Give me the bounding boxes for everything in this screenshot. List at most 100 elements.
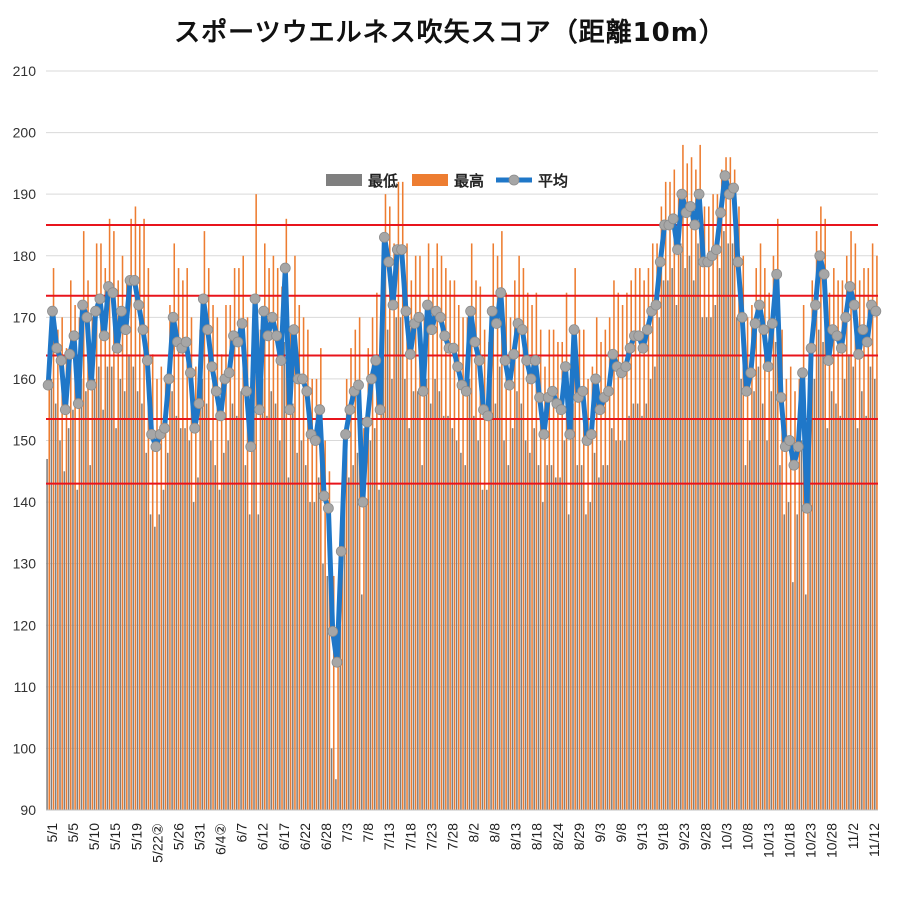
min-bar — [296, 452, 298, 810]
average-point — [116, 305, 127, 317]
min-bar — [473, 415, 475, 810]
max-bar — [268, 268, 270, 811]
max-bar — [311, 378, 313, 810]
max-bar — [470, 243, 473, 810]
average-point — [180, 336, 192, 348]
max-bar — [565, 292, 568, 810]
y-tick-label: 110 — [14, 679, 37, 695]
average-point — [736, 311, 748, 323]
average-point — [775, 391, 787, 403]
average-point — [447, 342, 459, 354]
min-bar — [253, 378, 255, 810]
x-tick-label: 6/28 — [318, 823, 334, 850]
average-point — [271, 330, 283, 342]
average-point — [624, 342, 636, 354]
x-tick-label: 7/8 — [360, 823, 376, 843]
max-bar — [651, 243, 654, 810]
average-point — [486, 305, 498, 317]
average-point — [189, 422, 201, 434]
min-bar — [809, 415, 811, 810]
min-bar — [692, 280, 695, 811]
max-bar — [561, 341, 564, 810]
max-bar — [794, 391, 796, 810]
max-bar — [350, 348, 352, 810]
x-tick-label: 9/13 — [634, 823, 650, 850]
max-bar — [406, 243, 408, 810]
max-bar — [535, 292, 538, 810]
min-bar — [800, 440, 803, 810]
average-point — [128, 274, 140, 286]
average-point — [72, 398, 84, 409]
min-bar — [667, 280, 669, 811]
max-bar — [246, 317, 249, 810]
max-bar — [272, 255, 275, 810]
max-bar — [768, 292, 770, 810]
max-bar — [815, 231, 818, 810]
average-point — [197, 293, 209, 305]
max-bar — [121, 255, 124, 810]
average-point — [728, 182, 739, 194]
max-bar — [397, 181, 400, 811]
max-bar — [673, 169, 676, 811]
average-point — [857, 324, 869, 336]
average-point — [111, 342, 123, 354]
x-tick-label: 5/1 — [44, 823, 60, 843]
min-bar — [248, 514, 251, 810]
min-bar — [723, 231, 725, 810]
min-bar — [348, 477, 350, 810]
min-bar — [705, 317, 708, 810]
average-point — [167, 311, 179, 323]
average-point — [797, 367, 808, 379]
max-bar — [755, 268, 757, 811]
average-point — [275, 355, 287, 366]
max-bar — [143, 218, 145, 811]
x-tick-label: 7/18 — [402, 823, 418, 850]
average-point — [141, 355, 153, 366]
average-point — [314, 404, 326, 416]
average-point — [236, 318, 248, 329]
average-point — [223, 367, 235, 379]
max-bar — [746, 317, 749, 810]
average-point — [85, 379, 97, 391]
min-bar — [460, 452, 462, 810]
average-point — [633, 330, 645, 342]
y-tick-label: 200 — [13, 125, 37, 141]
average-point — [555, 404, 567, 416]
average-point — [120, 324, 132, 336]
min-bar — [662, 280, 665, 811]
average-point — [637, 342, 649, 354]
min-bar — [792, 582, 794, 810]
legend-label-avg: 平均 — [538, 172, 568, 190]
x-tick-label: 5/19 — [128, 823, 144, 850]
x-tick-label: 11/2 — [845, 823, 861, 849]
average-point — [814, 250, 826, 262]
min-bar — [167, 452, 169, 810]
average-point — [784, 435, 796, 446]
average-point — [150, 441, 162, 453]
max-bar — [660, 206, 663, 810]
y-tick-label: 90 — [20, 802, 36, 818]
min-bar — [563, 440, 566, 810]
max-bar — [845, 255, 848, 810]
max-bar — [492, 243, 495, 810]
min-bar — [451, 428, 454, 810]
max-bar — [57, 329, 59, 810]
min-bar — [382, 305, 385, 810]
x-tick-label: 10/8 — [739, 823, 755, 850]
min-bar — [343, 502, 346, 810]
max-bar — [608, 317, 611, 810]
max-bar — [354, 329, 357, 810]
max-bar — [531, 305, 533, 810]
max-bar — [548, 329, 551, 810]
max-bar — [251, 378, 253, 810]
average-point — [840, 311, 852, 323]
average-point — [452, 361, 464, 373]
min-bar — [123, 391, 126, 810]
max-bar — [186, 268, 188, 811]
max-bar — [776, 218, 779, 811]
average-point — [51, 342, 63, 354]
min-bar — [744, 465, 747, 810]
min-bar — [537, 465, 540, 810]
average-point — [253, 404, 265, 416]
